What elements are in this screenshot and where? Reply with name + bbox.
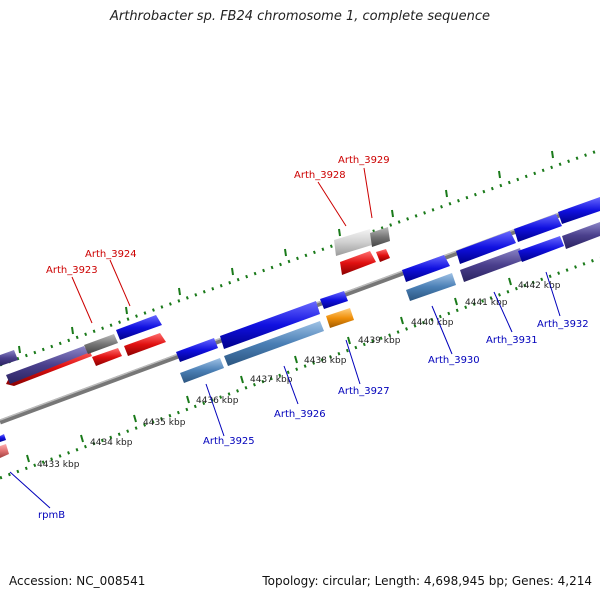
gene-label[interactable]: Arth_3929: [338, 155, 390, 166]
gene-block-light[interactable]: [334, 229, 372, 256]
gene-arrow-reverse[interactable]: [376, 249, 390, 262]
gene-label[interactable]: Arth_3931: [486, 335, 538, 346]
gene-label[interactable]: Arth_3927: [338, 386, 390, 397]
gene-label[interactable]: Arth_3925: [203, 436, 255, 447]
gene-block-purple-left[interactable]: [0, 350, 18, 366]
gene-label[interactable]: Arth_3926: [274, 409, 326, 420]
kbp-label: 4435 kbp: [143, 418, 186, 428]
gene-arrow-forward-left[interactable]: [0, 434, 6, 442]
accession-text: Accession: NC_008541: [9, 574, 146, 588]
gene-arrow-forward[interactable]: [402, 255, 450, 282]
gene-arrow-reverse[interactable]: [124, 333, 166, 356]
gene-cds-steel[interactable]: [224, 321, 324, 366]
kbp-label: 4437 kbp: [250, 375, 293, 385]
label-leaders-top: [71, 167, 373, 324]
map-title: Arthrobacter sp. FB24 chromosome 1, comp…: [109, 9, 491, 24]
kbp-label: 4439 kbp: [358, 336, 401, 346]
kbp-label: 4436 kbp: [196, 396, 239, 406]
gene-block-purple[interactable]: [562, 222, 600, 249]
gene-block-gray[interactable]: [370, 227, 390, 247]
tick-track-top: [0, 148, 600, 367]
kbp-label: 4438 kbp: [304, 356, 347, 366]
gene-arrow-forward[interactable]: [176, 338, 218, 362]
gene-label[interactable]: Arth_3932: [537, 319, 589, 330]
gene-block-purple[interactable]: [460, 248, 524, 282]
gene-arrow-forward[interactable]: [320, 291, 348, 309]
gene-label[interactable]: Arth_3928: [294, 170, 346, 181]
gene-label[interactable]: Arth_3924: [85, 249, 137, 260]
gene-arrow-forward[interactable]: [514, 214, 562, 242]
kbp-label: 4434 kbp: [90, 438, 133, 448]
gene-label[interactable]: Arth_3930: [428, 355, 480, 366]
gene-block-pink[interactable]: [0, 444, 9, 458]
gene-arrow-forward[interactable]: [558, 197, 600, 224]
kbp-label: 4433 kbp: [37, 460, 80, 470]
gene-block-purple[interactable]: [6, 346, 88, 384]
gene-label[interactable]: Arth_3923: [46, 265, 98, 276]
gene-arrow-reverse[interactable]: [340, 251, 376, 275]
gene-arrow-forward[interactable]: [116, 315, 162, 340]
gene-block-gray[interactable]: [84, 334, 118, 354]
label-leaders-bottom: [9, 271, 561, 509]
gene-arrow-forward[interactable]: [220, 301, 320, 349]
major-ticks: [26, 277, 512, 463]
kbp-label: 4441 kbp: [465, 298, 508, 308]
gene-arrow-forward[interactable]: [456, 231, 516, 264]
gene-label[interactable]: rpmB: [38, 510, 65, 521]
gene-block-orange[interactable]: [326, 308, 354, 328]
gene-arrow-reverse[interactable]: [92, 348, 122, 366]
topology-info-text: Topology: circular; Length: 4,698,945 bp…: [262, 574, 592, 588]
gene-cds-steel[interactable]: [180, 358, 224, 383]
gene-arrow-forward[interactable]: [518, 236, 564, 262]
kbp-label: 4442 kbp: [518, 281, 561, 291]
kbp-label: 4440 kbp: [411, 318, 454, 328]
major-ticks-top: [18, 150, 554, 354]
tick-track-bottom: [0, 256, 600, 480]
gene-cds-steel[interactable]: [406, 273, 456, 301]
